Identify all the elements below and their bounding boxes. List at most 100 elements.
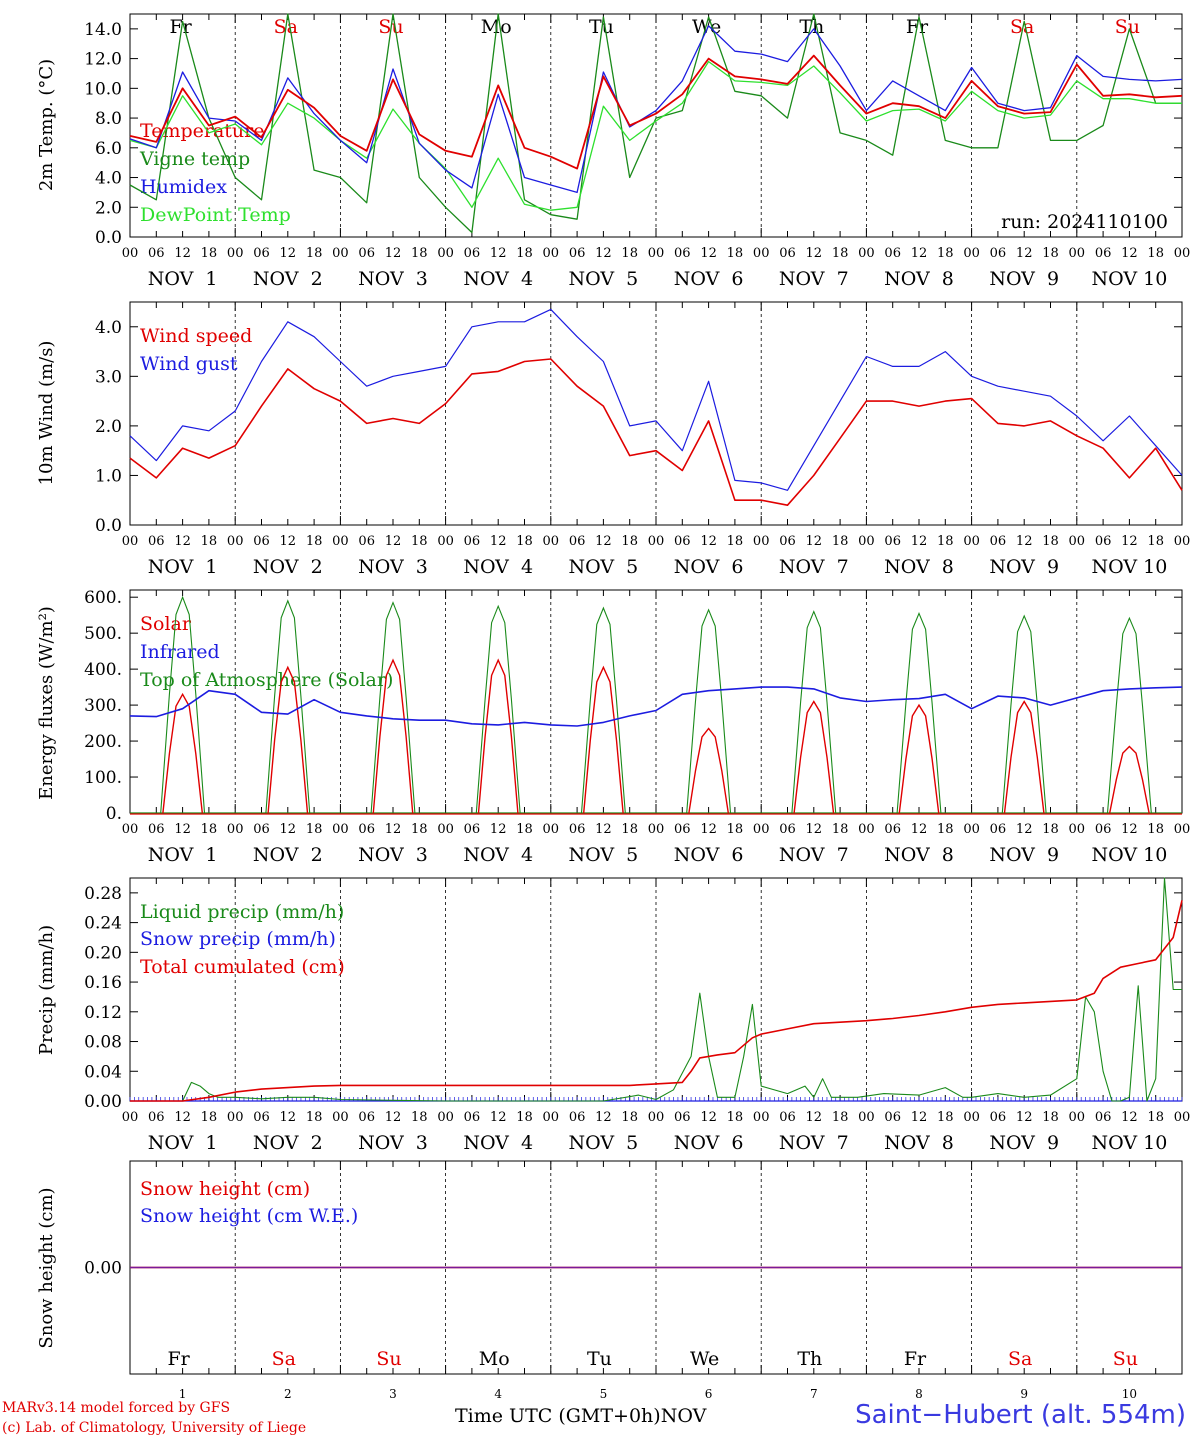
solar-curve (372, 658, 414, 814)
x-hour-label: 06 (990, 1110, 1007, 1125)
toa-solar-curve (896, 611, 942, 814)
legend-entry: DewPoint Temp (140, 204, 291, 226)
x-date-label: NOV 7 (779, 844, 849, 866)
legend-entry: Infrared (140, 641, 220, 663)
y-tick-label: 0.12 (84, 1003, 122, 1023)
x-hour-label: 18 (937, 822, 954, 837)
x-hour-label: 00 (753, 246, 770, 261)
y-tick-label: 0.28 (84, 884, 122, 904)
x-date-label: NOV 2 (253, 556, 323, 578)
x-date-label: NOV 5 (569, 844, 639, 866)
y-axis-label: 2m Temp. (°C) (36, 59, 57, 191)
x-hour-label: 12 (1121, 534, 1138, 549)
x-hour-label: 18 (411, 1110, 428, 1125)
solar-curve (1003, 700, 1045, 814)
x-hour-label: 18 (832, 246, 849, 261)
x-date-label: NOV 3 (358, 268, 428, 290)
x-hour-label: 00 (858, 246, 875, 261)
x-hour-label: 06 (1095, 822, 1112, 837)
x-date-label: NOV 10 (1091, 268, 1167, 290)
x-hour-label: 00 (963, 534, 980, 549)
x-hour-label: 12 (595, 534, 612, 549)
x-hour-label: 12 (911, 534, 928, 549)
x-hour-label: 00 (648, 534, 665, 549)
y-tick-label: 6.0 (95, 139, 122, 159)
x-hour-label: 06 (569, 822, 586, 837)
x-hour-label: 00 (437, 822, 454, 837)
y-tick-label: 14.0 (84, 20, 122, 40)
x-hour-label: 06 (253, 246, 270, 261)
x-hour-label: 06 (569, 534, 586, 549)
x-hour-label: 00 (858, 822, 875, 837)
x-date-label: NOV 8 (884, 268, 954, 290)
toa-solar-curve (265, 599, 311, 814)
bottom-day-number: 3 (389, 1387, 397, 1401)
y-tick-label: 10.0 (84, 79, 122, 99)
station-name: Saint−Hubert (alt. 554m) (855, 1400, 1186, 1430)
x-hour-label: 00 (753, 534, 770, 549)
y-tick-label: 400. (84, 660, 122, 680)
x-hour-label: 18 (516, 246, 533, 261)
x-hour-label: 18 (1042, 246, 1059, 261)
x-hour-label: 06 (884, 534, 901, 549)
bottom-day-label: Mo (479, 1348, 510, 1370)
bottom-day-label: Fr (167, 1348, 190, 1370)
x-hour-label: 12 (700, 534, 717, 549)
y-tick-label: 0.20 (84, 943, 122, 963)
x-hour-label: 06 (569, 1110, 586, 1125)
y-tick-label: 0.16 (84, 973, 122, 993)
toa-solar-curve (791, 610, 837, 814)
x-hour-label: 06 (148, 534, 165, 549)
x-hour-label: 00 (1069, 246, 1086, 261)
series-line (129, 54, 1183, 170)
toa-solar-curve (1001, 614, 1047, 814)
x-date-label: NOV 10 (1091, 1132, 1167, 1154)
x-hour-label: 06 (358, 534, 375, 549)
bottom-day-label: Sa (1008, 1348, 1032, 1370)
x-date-label: NOV 10 (1091, 844, 1167, 866)
x-hour-label: 06 (253, 534, 270, 549)
toa-solar-curve (475, 604, 521, 814)
x-hour-label: 06 (990, 246, 1007, 261)
x-hour-label: 06 (358, 246, 375, 261)
bottom-day-number: 1 (179, 1387, 187, 1401)
solar-curve (1109, 745, 1150, 814)
x-hour-label: 18 (1042, 822, 1059, 837)
x-hour-label: 00 (858, 534, 875, 549)
bottom-day-number: 9 (1020, 1387, 1028, 1401)
x-date-label: NOV 1 (148, 844, 218, 866)
x-hour-label: 12 (490, 822, 507, 837)
bottom-day-label: Fr (904, 1348, 927, 1370)
y-tick-label: 0.08 (84, 1033, 122, 1053)
solar-curve (793, 700, 835, 814)
x-hour-label: 18 (832, 534, 849, 549)
x-hour-label: 00 (1069, 1110, 1086, 1125)
x-hour-label: 12 (385, 246, 402, 261)
x-hour-label: 18 (1042, 1110, 1059, 1125)
x-hour-label: 12 (595, 822, 612, 837)
x-hour-label: 06 (674, 822, 691, 837)
y-tick-label: 2.0 (95, 417, 122, 437)
x-hour-label: 06 (148, 822, 165, 837)
y-tick-label: 500. (84, 624, 122, 644)
x-hour-label: 12 (700, 822, 717, 837)
legend-entry: Top of Atmosphere (Solar) (140, 669, 393, 691)
solar-curve (688, 727, 729, 814)
x-hour-label: 00 (648, 822, 665, 837)
x-date-label: NOV 1 (148, 1132, 218, 1154)
x-hour-label: 12 (700, 246, 717, 261)
legend-entry: Temperature (140, 120, 264, 142)
x-hour-label: 12 (1121, 822, 1138, 837)
x-date-label: NOV 10 (1091, 556, 1167, 578)
x-hour-label: 18 (411, 534, 428, 549)
x-hour-label: 06 (674, 1110, 691, 1125)
x-hour-label: 00 (122, 246, 139, 261)
series-line (129, 358, 1183, 507)
toa-solar-curve (1106, 616, 1152, 814)
x-hour-label: 18 (727, 246, 744, 261)
y-axis-label: Snow height (cm) (36, 1187, 57, 1348)
y-tick-label: 0.24 (84, 914, 122, 934)
y-tick-label: 0. (106, 804, 122, 824)
x-hour-label: 18 (306, 822, 323, 837)
x-date-label: NOV 6 (674, 268, 744, 290)
